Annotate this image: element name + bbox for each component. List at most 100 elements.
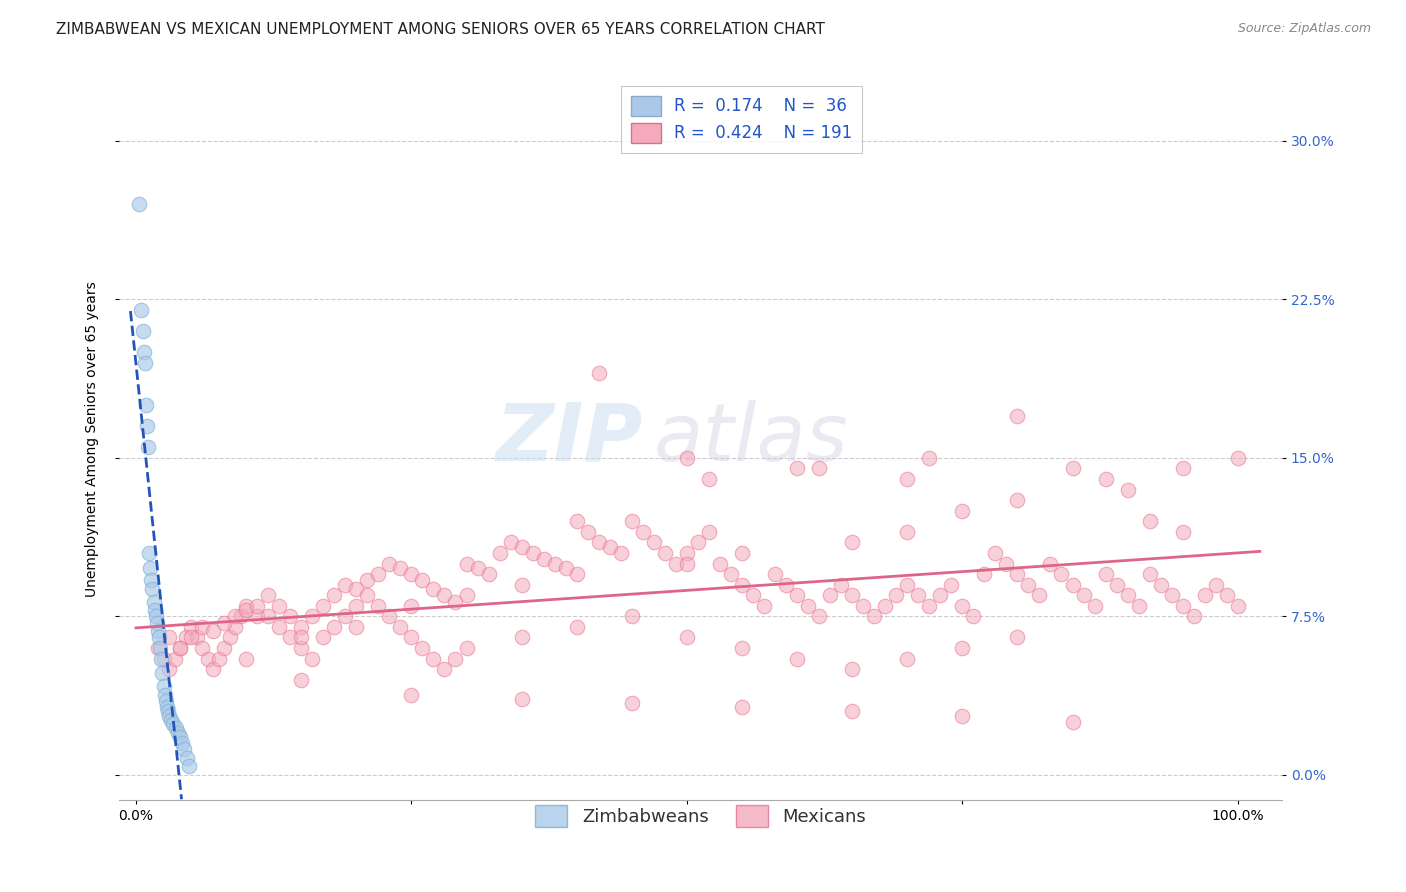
Point — [138, 546, 160, 560]
Point — [686, 535, 709, 549]
Point — [896, 577, 918, 591]
Point — [335, 609, 357, 624]
Point — [1007, 493, 1029, 508]
Point — [984, 546, 1007, 560]
Point — [1094, 472, 1116, 486]
Point — [950, 599, 973, 613]
Point — [643, 535, 665, 549]
Text: ZIP: ZIP — [495, 400, 643, 478]
Point — [1062, 577, 1084, 591]
Point — [401, 631, 423, 645]
Point — [312, 631, 335, 645]
Point — [131, 302, 153, 317]
Point — [224, 620, 246, 634]
Point — [169, 641, 191, 656]
Point — [1226, 599, 1249, 613]
Point — [863, 609, 886, 624]
Point — [1171, 524, 1194, 539]
Point — [786, 461, 808, 475]
Point — [1171, 599, 1194, 613]
Point — [841, 705, 863, 719]
Point — [1007, 567, 1029, 582]
Point — [752, 599, 775, 613]
Point — [1028, 588, 1050, 602]
Point — [172, 736, 194, 750]
Point — [146, 624, 169, 639]
Point — [173, 742, 195, 756]
Point — [808, 609, 831, 624]
Point — [896, 472, 918, 486]
Point — [1171, 461, 1194, 475]
Point — [543, 557, 565, 571]
Point — [301, 609, 323, 624]
Point — [344, 599, 367, 613]
Point — [1007, 631, 1029, 645]
Point — [269, 620, 291, 634]
Point — [1062, 714, 1084, 729]
Point — [197, 651, 219, 665]
Point — [290, 620, 312, 634]
Point — [786, 651, 808, 665]
Point — [180, 631, 202, 645]
Point — [278, 609, 301, 624]
Point — [323, 620, 346, 634]
Point — [950, 504, 973, 518]
Point — [169, 730, 191, 744]
Point — [1205, 577, 1227, 591]
Point — [207, 651, 229, 665]
Point — [136, 440, 159, 454]
Point — [896, 524, 918, 539]
Point — [1139, 567, 1161, 582]
Point — [142, 594, 165, 608]
Point — [676, 631, 699, 645]
Point — [1182, 609, 1205, 624]
Point — [1194, 588, 1216, 602]
Point — [1050, 567, 1073, 582]
Point — [224, 609, 246, 624]
Point — [950, 641, 973, 656]
Point — [152, 679, 174, 693]
Point — [576, 524, 599, 539]
Point — [135, 398, 157, 412]
Point — [731, 641, 754, 656]
Point — [278, 631, 301, 645]
Point — [132, 345, 155, 359]
Point — [1105, 577, 1128, 591]
Point — [973, 567, 995, 582]
Point — [818, 588, 841, 602]
Point — [162, 717, 184, 731]
Point — [620, 514, 643, 528]
Point — [257, 588, 280, 602]
Point — [149, 641, 172, 656]
Point — [1139, 514, 1161, 528]
Point — [697, 472, 720, 486]
Point — [136, 419, 159, 434]
Point — [467, 560, 489, 574]
Point — [720, 567, 742, 582]
Point — [510, 540, 533, 554]
Point — [157, 662, 180, 676]
Point — [401, 688, 423, 702]
Point — [246, 609, 269, 624]
Point — [962, 609, 984, 624]
Point — [941, 577, 963, 591]
Point — [731, 577, 754, 591]
Point — [128, 197, 150, 211]
Point — [995, 557, 1018, 571]
Point — [1150, 577, 1173, 591]
Point — [378, 557, 401, 571]
Point — [1116, 483, 1139, 497]
Point — [180, 620, 202, 634]
Point — [676, 450, 699, 465]
Point — [742, 588, 765, 602]
Point — [422, 582, 444, 596]
Point — [875, 599, 897, 613]
Point — [852, 599, 875, 613]
Point — [257, 609, 280, 624]
Point — [218, 631, 240, 645]
Point — [763, 567, 786, 582]
Point — [157, 708, 180, 723]
Point — [1073, 588, 1095, 602]
Point — [344, 620, 367, 634]
Point — [290, 641, 312, 656]
